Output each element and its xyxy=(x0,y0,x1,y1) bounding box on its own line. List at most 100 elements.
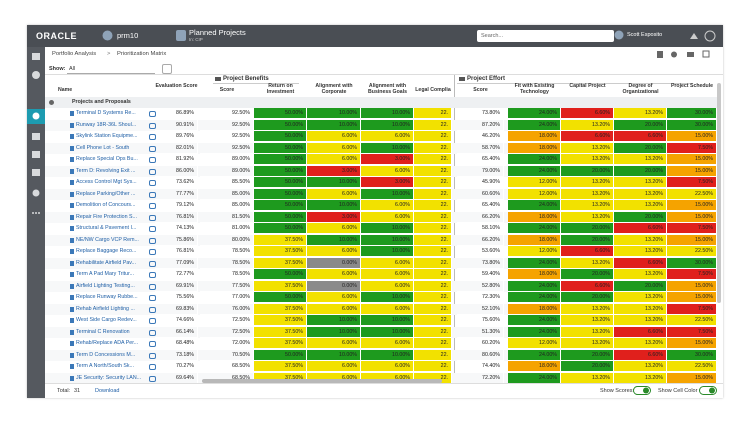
comment-icon[interactable] xyxy=(149,214,156,221)
heat-cell: 22. xyxy=(414,326,452,338)
project-name[interactable]: NE/NW Cargo VCP Rem... xyxy=(76,236,139,243)
comment-icon[interactable] xyxy=(149,237,156,244)
project-name[interactable]: Replace Special Ops Bu... xyxy=(76,156,138,162)
heat-cell: 15.00% xyxy=(667,131,717,142)
project-name[interactable]: Demolition of Concours... xyxy=(76,202,136,208)
score-cell: 72.00% xyxy=(200,338,254,349)
comment-icon[interactable] xyxy=(149,134,156,140)
project-name[interactable]: Skylink Station Equipme... xyxy=(76,133,138,139)
comment-icon[interactable] xyxy=(149,306,156,313)
project-name[interactable]: Cell Phone Lot - South xyxy=(76,144,130,151)
comment-icon[interactable] xyxy=(149,145,156,152)
comment-icon[interactable] xyxy=(149,364,156,370)
project-name[interactable]: Replace Runway Rubbe... xyxy=(76,294,138,300)
heat-cell: 10.00% xyxy=(307,315,361,326)
comment-icon[interactable] xyxy=(149,191,156,198)
column-header[interactable]: Return on Investment xyxy=(266,83,295,95)
project-name[interactable]: Terminal D Systems Re... xyxy=(76,110,136,116)
comment-icon[interactable] xyxy=(149,122,156,129)
row-icon xyxy=(70,145,74,151)
comment-icon[interactable] xyxy=(149,249,156,255)
breadcrumb-item[interactable]: Portfolio Analysis xyxy=(52,51,97,57)
show-select[interactable]: All xyxy=(67,64,155,74)
project-name[interactable]: Rehab Airfield Lighting ... xyxy=(76,305,135,312)
score-cell: 81.92% xyxy=(155,154,198,165)
h-scrollbar[interactable] xyxy=(202,379,442,383)
project-name[interactable]: West Side Cargo Redev... xyxy=(76,317,137,323)
heat-cell: 6.60% xyxy=(561,280,614,292)
score-cell: 73.80% xyxy=(457,257,504,269)
score-cell: 66.20% xyxy=(457,211,504,223)
score-cell: 58.10% xyxy=(457,223,504,234)
comment-icon[interactable] xyxy=(149,329,156,336)
score-cell: 92.50% xyxy=(200,142,254,154)
project-name[interactable]: Replace Baggage Reco... xyxy=(76,248,137,254)
comment-icon[interactable] xyxy=(149,180,156,186)
project-name[interactable]: Rehab/Replace ADA Per... xyxy=(76,340,139,346)
project-name[interactable]: Terminal C Renovation xyxy=(76,328,130,335)
column-header[interactable]: Score xyxy=(219,87,235,93)
search-box[interactable]: Search... xyxy=(477,30,614,42)
column-header[interactable]: Capital Project xyxy=(569,83,606,89)
heat-cell: 13.20% xyxy=(561,142,614,154)
heat-cell: 22.50% xyxy=(667,361,717,372)
v-scrollbar[interactable] xyxy=(717,83,721,303)
column-header[interactable]: Name xyxy=(58,87,73,93)
column-header[interactable]: Score xyxy=(473,87,488,93)
score-cell: 46.20% xyxy=(457,131,504,142)
show-value: All xyxy=(69,66,76,72)
filter-button[interactable] xyxy=(162,64,172,74)
project-name[interactable]: JE Security: Security LAN... xyxy=(76,374,142,381)
comment-icon[interactable] xyxy=(149,168,156,175)
comment-icon[interactable] xyxy=(149,295,156,301)
comment-icon[interactable] xyxy=(149,341,156,347)
column-header[interactable]: Legal Complia xyxy=(415,87,451,93)
comment-icon[interactable] xyxy=(149,111,156,117)
heat-cell: 13.20% xyxy=(614,234,667,246)
heat-cell: 15.00% xyxy=(667,292,717,303)
comment-icon[interactable] xyxy=(149,272,156,278)
project-name[interactable]: Rehabilitate Airfield Pav... xyxy=(76,259,136,266)
project-name[interactable]: Airfield Lighting Testing... xyxy=(76,282,135,289)
show-cell-color-toggle[interactable] xyxy=(699,386,717,395)
score-cell: 75.56% xyxy=(155,292,198,303)
comment-icon[interactable] xyxy=(149,318,156,324)
project-name[interactable]: Term A Pad Mary Tritur... xyxy=(76,271,134,277)
show-scores-toggle[interactable] xyxy=(633,386,651,395)
heat-cell: 15.00% xyxy=(667,372,717,384)
project-name[interactable]: Term D Concessions M... xyxy=(76,351,136,358)
column-header[interactable]: Fit with Existing Technology xyxy=(514,83,555,95)
project-name[interactable]: Repair Fire Protection S... xyxy=(76,213,137,220)
user-name[interactable]: Scott Esposito xyxy=(627,32,663,38)
comment-icon[interactable] xyxy=(149,375,156,382)
column-header[interactable]: Evaluation Score xyxy=(155,83,198,89)
project-name[interactable]: Term A North/South Sk... xyxy=(76,363,134,369)
project-name[interactable]: Access Control Mgt Sys... xyxy=(76,179,137,185)
column-header[interactable]: Alignment with Corporate xyxy=(315,83,353,95)
project-name[interactable]: Replace Parking/Other ... xyxy=(76,190,136,197)
heat-cell: 13.20% xyxy=(561,119,614,131)
module[interactable]: Planned Projects xyxy=(189,28,246,37)
heat-cell: 18.00% xyxy=(508,142,561,154)
comment-icon[interactable] xyxy=(149,283,156,290)
download-link[interactable]: Download xyxy=(95,388,120,394)
column-header[interactable]: Project Schedule xyxy=(670,83,714,89)
heat-cell: 6.00% xyxy=(361,338,414,349)
heat-cell: 10.00% xyxy=(361,188,414,200)
score-cell: 86.89% xyxy=(155,108,198,119)
project-name[interactable]: Structural & Pavement I... xyxy=(76,225,137,231)
comment-icon[interactable] xyxy=(149,352,156,359)
column-header[interactable]: Alignment with Business Goals xyxy=(368,83,407,95)
heat-cell: 37.50% xyxy=(254,234,307,246)
comment-icon[interactable] xyxy=(149,157,156,163)
workspace[interactable]: prm10 xyxy=(117,31,139,40)
heat-cell: 6.00% xyxy=(361,361,414,372)
project-name[interactable]: Term D: Revolving Exit ... xyxy=(76,167,136,174)
comment-icon[interactable] xyxy=(149,203,156,209)
heat-cell: 13.20% xyxy=(614,315,667,326)
score-cell: 75.60% xyxy=(457,315,504,326)
comment-icon[interactable] xyxy=(149,260,156,267)
comment-icon[interactable] xyxy=(149,226,156,232)
project-name[interactable]: Runway 18R-36L Shoul... xyxy=(76,121,137,128)
column-header[interactable]: Degree of Organizational xyxy=(622,83,659,95)
